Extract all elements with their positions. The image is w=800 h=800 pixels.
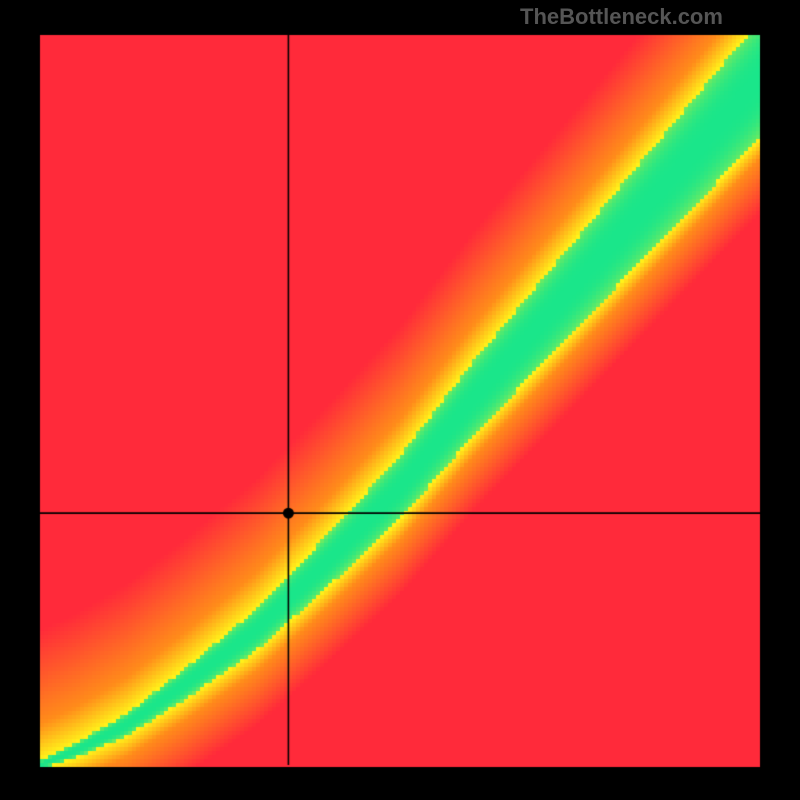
bottleneck-heatmap-canvas	[0, 0, 800, 800]
chart-container: TheBottleneck.com	[0, 0, 800, 800]
watermark-text: TheBottleneck.com	[520, 4, 723, 30]
